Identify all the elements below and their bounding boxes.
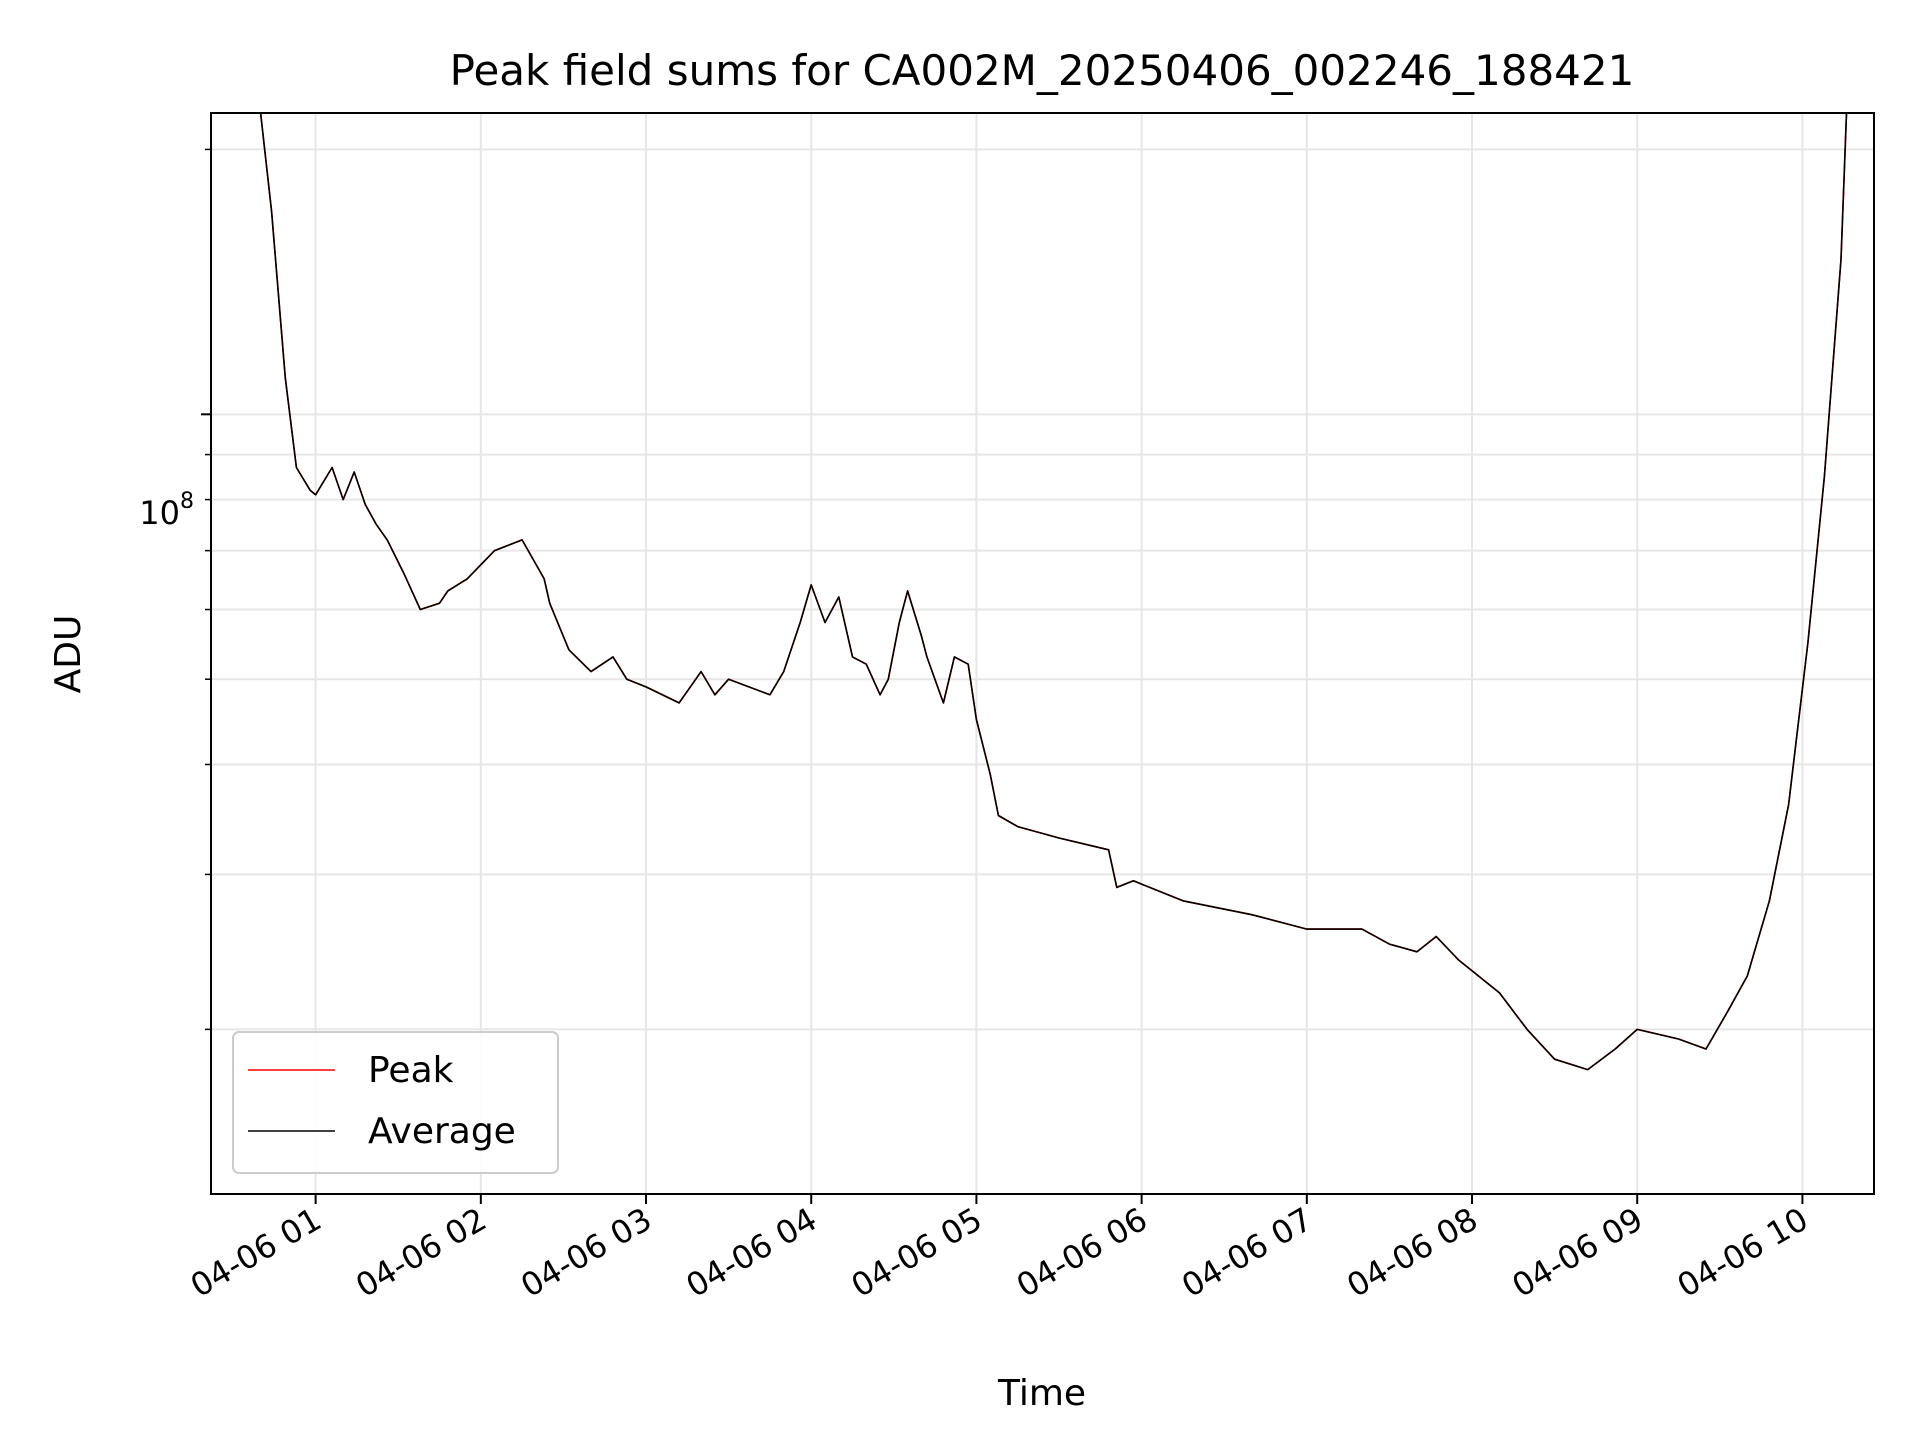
plot-series — [259, 112, 1848, 1071]
y-tick-exponent: 8 — [180, 489, 194, 514]
legend: Peak Average — [232, 1031, 559, 1174]
svg-text:108: 108 — [139, 489, 194, 532]
chart-title: Peak field sums for CA002M_20250406_0022… — [450, 46, 1635, 95]
grid — [211, 113, 1874, 1194]
y-axis-label: ADU — [48, 615, 89, 694]
legend-label-peak: Peak — [368, 1050, 454, 1091]
x-axis-label: Time — [997, 1373, 1086, 1414]
legend-box — [232, 1031, 559, 1174]
legend-label-average: Average — [368, 1111, 516, 1152]
y-tick-base: 10 — [139, 494, 180, 532]
series-line-average — [259, 112, 1848, 1071]
plot-frame — [210, 112, 1875, 1195]
y-tick-label: 108 — [139, 489, 194, 532]
